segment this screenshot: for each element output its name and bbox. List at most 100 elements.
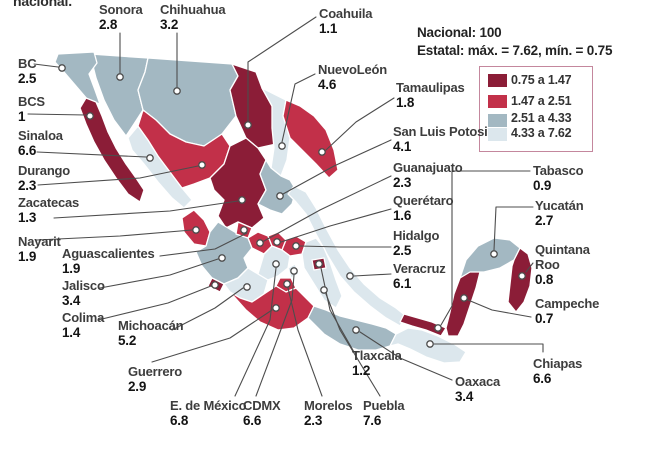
leader-coahuila — [247, 16, 317, 122]
state-marker — [173, 87, 181, 95]
legend-swatch-bin1 — [488, 74, 507, 87]
state-shapes — [54, 51, 533, 364]
state-value: 5.2 — [118, 333, 137, 349]
label-morelos: Morelos 2.3 — [304, 398, 353, 429]
state-marker — [278, 142, 286, 150]
state-marker — [518, 272, 526, 280]
leader-sanluispotosi — [282, 139, 392, 195]
state-name: Morelos — [304, 398, 353, 413]
state-name: Chiapas — [533, 356, 583, 371]
label-colima: Colima 1.4 — [62, 310, 104, 341]
state-value: 2.5 — [18, 71, 37, 87]
state-value: 2.5 — [393, 243, 412, 259]
state-marker — [116, 73, 124, 81]
state-shape-nuevoleon — [261, 87, 291, 177]
leader-veracruz — [353, 273, 392, 277]
label-tlaxcala: Tlaxcala 1.2 — [352, 348, 402, 379]
leader-queretaro — [280, 208, 392, 243]
state-marker — [272, 304, 280, 312]
state-marker — [86, 112, 94, 120]
leader-aguascalientes — [159, 232, 248, 257]
state-shape-tamaulipas — [282, 99, 339, 179]
state-value: 7.6 — [363, 413, 382, 429]
leader-puebla — [325, 293, 381, 397]
leader-bcs — [27, 113, 87, 116]
leader-morelos — [287, 287, 323, 397]
label-puebla: Puebla 7.6 — [363, 398, 405, 429]
state-name: Michoacán — [118, 318, 184, 333]
state-value: 6.1 — [393, 276, 412, 292]
state-name: NuevoLeón — [318, 62, 387, 77]
state-marker — [320, 286, 328, 294]
state-marker — [426, 340, 434, 348]
state-name: Colima — [62, 310, 105, 325]
state-name: Hidalgo — [393, 228, 440, 243]
state-marker — [256, 239, 264, 247]
leader-durango — [37, 165, 199, 186]
leader-zacatecas — [53, 200, 239, 219]
state-value: 2.8 — [99, 17, 118, 33]
state-value: 2.3 — [393, 175, 412, 191]
state-name: San Luis Potosi — [393, 124, 488, 139]
state-name: Jalisco — [62, 278, 105, 293]
state-name: E. de México — [170, 398, 247, 413]
state-name: Quintana Roo — [535, 242, 590, 273]
state-shape-sanluispotosi — [257, 159, 297, 215]
state-name: Guerrero — [128, 364, 183, 379]
state-marker — [211, 281, 219, 289]
leader-colima — [97, 285, 212, 321]
state-name: Nayarit — [18, 234, 61, 249]
state-value: 4.6 — [318, 77, 337, 93]
state-marker — [192, 226, 200, 234]
leader-michoacan — [171, 287, 244, 331]
state-marker — [318, 148, 326, 156]
leader-tlaxcala — [320, 267, 355, 353]
state-value: 2.9 — [128, 379, 147, 395]
state-name: Querétaro — [393, 193, 454, 208]
label-sanluispotosi: San Luis Potosi 4.1 — [393, 124, 488, 155]
state-name: BCS — [18, 94, 45, 109]
state-value: 4.1 — [393, 139, 412, 155]
label-bc: BC 2.5 — [18, 56, 37, 87]
state-value: 6.6 — [243, 413, 262, 429]
state-name: Tlaxcala — [352, 348, 402, 363]
state-marker — [460, 294, 468, 302]
label-tabasco: Tabasco 0.9 — [533, 163, 584, 194]
state-name: Oaxaca — [455, 374, 501, 389]
state-name: Chihuahua — [160, 2, 226, 17]
state-markers — [58, 64, 526, 348]
state-shape-bcs — [79, 97, 145, 203]
state-value: 1.9 — [18, 249, 37, 265]
legend-swatch-bin2 — [488, 95, 507, 108]
leader-bc — [33, 63, 59, 68]
leader-yucatan — [493, 206, 534, 251]
leader-campeche — [467, 299, 532, 318]
leader-cdmx — [255, 274, 295, 397]
state-value: 6.6 — [533, 371, 552, 387]
national-total-label: Nacional: 100 — [417, 25, 502, 40]
state-name: CDMX — [243, 398, 281, 413]
state-value: 0.9 — [533, 178, 552, 194]
state-marker — [272, 260, 280, 268]
leader-quintanaroo — [525, 262, 534, 273]
state-shape-bc — [54, 51, 101, 105]
label-hidalgo: Hidalgo 2.5 — [393, 228, 439, 259]
label-quintanaroo: Quintana Roo 0.8 — [535, 242, 593, 288]
state-value: 1.6 — [393, 208, 412, 224]
label-aguascalientes: Aguascalientes 1.9 — [62, 246, 155, 277]
leader-edomex — [234, 267, 277, 397]
state-marker — [292, 242, 300, 250]
leader-chiapas — [433, 343, 544, 353]
state-marker — [244, 121, 252, 129]
label-coahuila: Coahuila 1.1 — [319, 6, 372, 37]
leader-hidalgo — [299, 245, 392, 248]
state-name: Sinaloa — [18, 128, 63, 143]
state-value: 6.6 — [18, 143, 37, 159]
label-chiapas: Chiapas 6.6 — [533, 356, 582, 387]
state-value: 3.2 — [160, 17, 179, 33]
state-value: 0.7 — [535, 311, 554, 327]
state-value: 2.3 — [304, 413, 323, 429]
state-name: Campeche — [535, 296, 600, 311]
